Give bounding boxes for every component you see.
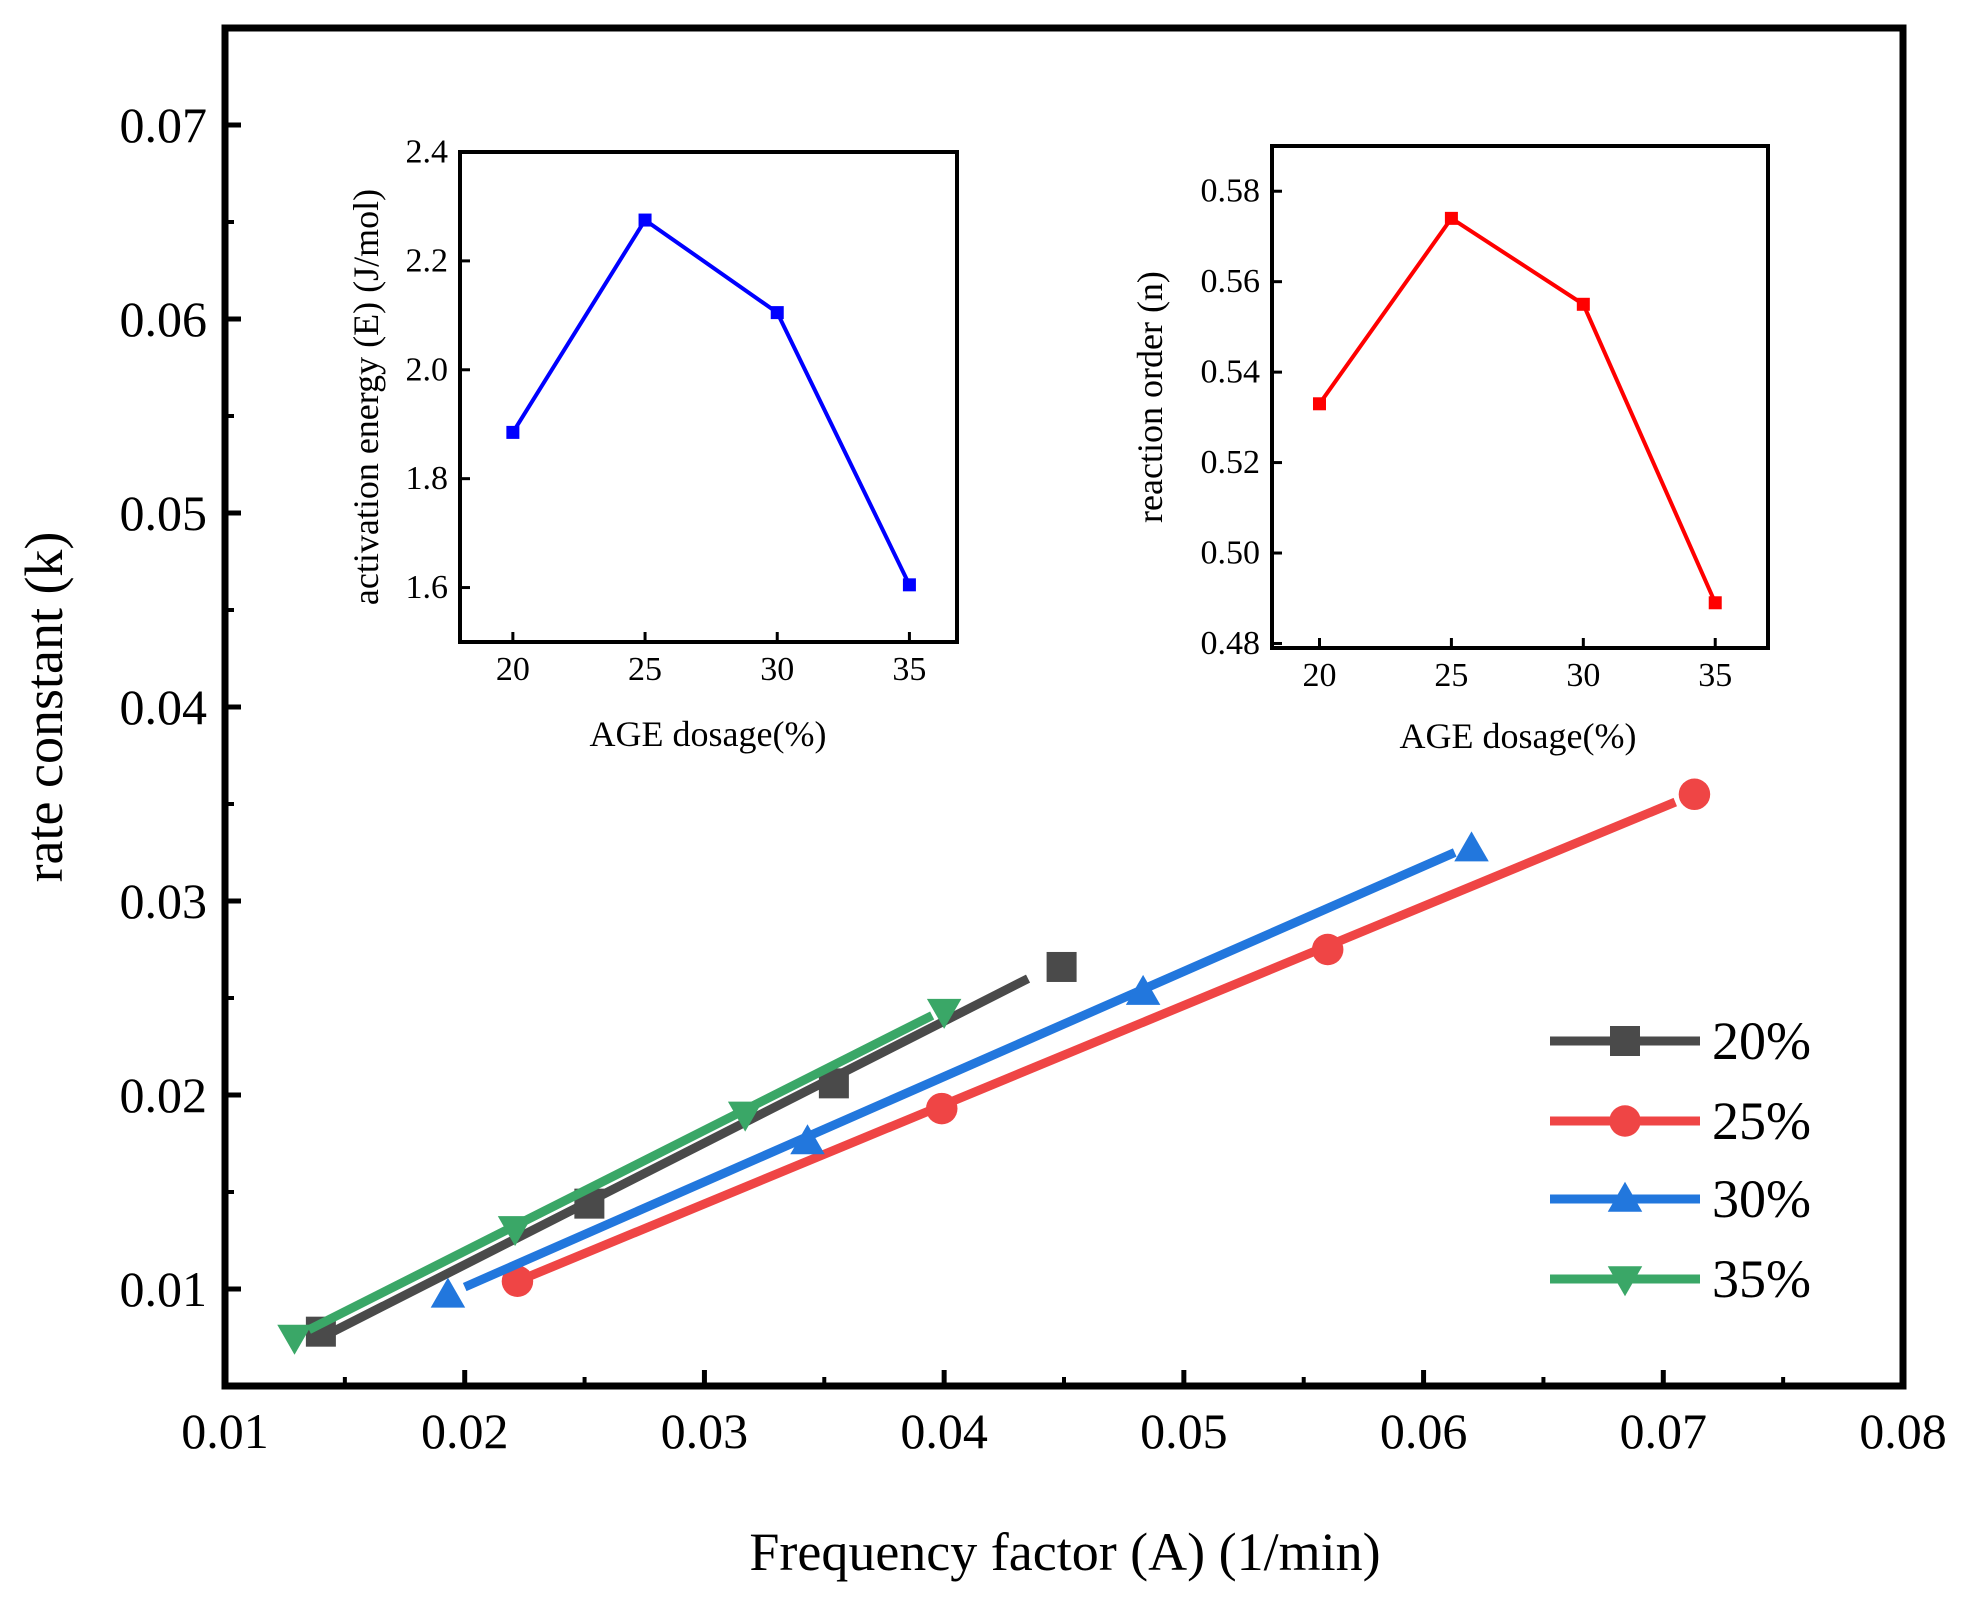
- series-35-point: [727, 1101, 763, 1132]
- series-30-point: [1125, 974, 1161, 1005]
- inset1-y-tick-label: 2.4: [406, 134, 449, 171]
- inset2-y-tick-label: 0.54: [1201, 354, 1261, 391]
- inset2-x-tick-label: 25: [1434, 657, 1468, 694]
- main-y-tick-label: 0.06: [120, 291, 208, 347]
- inset2-y-axis-label: reaction order (n): [1130, 271, 1170, 523]
- main-x-tick-label: 0.03: [661, 1403, 749, 1459]
- legend-marker-35: [1607, 1266, 1643, 1297]
- inset2-line: [1317, 215, 1718, 604]
- legend-label-30: 30%: [1712, 1169, 1811, 1229]
- inset1-y-tick-label: 2.0: [406, 351, 449, 388]
- main-plot-frame: [221, 24, 1907, 1390]
- inset1-y-tick-label: 1.8: [406, 460, 449, 497]
- main-x-axis-label: Frequency factor (A) (1/min): [749, 1522, 1380, 1582]
- series-25-point: [1678, 778, 1711, 811]
- inset1-point: [638, 213, 652, 227]
- main-x-tick-label: 0.04: [900, 1403, 988, 1459]
- legend-marker-30: [1607, 1181, 1643, 1212]
- main-y-tick-label: 0.03: [120, 873, 208, 929]
- inset1-point: [902, 578, 916, 592]
- inset2-y-tick-label: 0.58: [1201, 173, 1261, 210]
- inset1-point: [770, 306, 784, 320]
- inset2-x-tick-label: 20: [1302, 657, 1336, 694]
- inset1-x-tick-label: 30: [760, 651, 794, 688]
- main-y-tick-label: 0.07: [120, 97, 208, 153]
- inset1-y-tick-label: 1.6: [406, 569, 449, 606]
- main-y-tick-label: 0.05: [120, 485, 208, 541]
- main-x-tick-label: 0.05: [1140, 1403, 1228, 1459]
- inset1-y-tick-label: 2.2: [406, 242, 449, 279]
- inset1-x-axis-label: AGE dosage(%): [590, 714, 827, 754]
- inset2-frame: [1270, 144, 1770, 650]
- inset2-point: [1312, 397, 1326, 411]
- series-30-point: [430, 1277, 466, 1308]
- legend-label-20: 20%: [1712, 1011, 1811, 1071]
- inset1-x-tick-label: 20: [496, 651, 530, 688]
- inset-reaction-order: 20 25 30 35 0.48 0.50 0.52 0.54 0.56 0.58 AGE dos…: [1130, 144, 1770, 756]
- inset2-tick-labels: 20 25 30 35 0.48 0.50 0.52 0.54 0.56 0.58: [1201, 173, 1733, 694]
- series-35-point: [277, 1324, 312, 1355]
- legend-label-25: 25%: [1712, 1091, 1811, 1151]
- series-30-point: [790, 1124, 825, 1155]
- inset2-y-tick-label: 0.50: [1201, 535, 1261, 572]
- main-x-tick-label: 0.01: [181, 1403, 269, 1459]
- main-plot-series: [277, 778, 1711, 1355]
- inset1-x-tick-label: 25: [628, 651, 662, 688]
- main-x-tick-label: 0.02: [421, 1403, 509, 1459]
- main-tick-labels: 0.01 0.02 0.03 0.04 0.05 0.06 0.07 0.08 0.01 0.02…: [120, 97, 1947, 1459]
- inset2-point: [1708, 596, 1722, 610]
- legend-label-35: 35%: [1712, 1249, 1811, 1309]
- inset2-y-tick-label: 0.48: [1201, 625, 1261, 662]
- main-x-tick-label: 0.06: [1380, 1403, 1468, 1459]
- main-y-tick-label: 0.02: [120, 1067, 208, 1123]
- main-x-tick-label: 0.08: [1859, 1403, 1947, 1459]
- inset2-x-axis-label: AGE dosage(%): [1400, 716, 1637, 756]
- inset1-x-tick-label: 35: [892, 651, 926, 688]
- series-25-point: [501, 1265, 534, 1297]
- legend-marker-25: [1609, 1105, 1641, 1137]
- series-25-point: [925, 1092, 958, 1125]
- series-25-fit-line: [515, 797, 1677, 1286]
- inset2-x-tick-label: 35: [1698, 657, 1732, 694]
- inset1-series: [506, 213, 916, 592]
- series-20-fit-line: [330, 974, 1031, 1336]
- legend-marker-20: [1610, 1026, 1640, 1056]
- inset2-x-tick-label: 30: [1566, 657, 1600, 694]
- inset1-y-axis-label: activation energy (E) (J/mol): [346, 189, 386, 605]
- series-35-fit-line: [306, 1011, 935, 1334]
- main-y-axis-label: rate constant (k): [14, 532, 74, 883]
- inset2-point: [1576, 297, 1590, 311]
- series-30-point: [1454, 831, 1489, 862]
- main-x-tick-label: 0.07: [1620, 1403, 1708, 1459]
- legend: 20% 25% 30% 35%: [1550, 1011, 1811, 1309]
- inset1-frame: [458, 150, 959, 644]
- inset1-point: [506, 425, 520, 439]
- inset2-y-tick-label: 0.52: [1201, 444, 1261, 481]
- inset2-y-tick-label: 0.56: [1201, 263, 1261, 300]
- inset2-point: [1444, 211, 1458, 225]
- series-35-point: [926, 998, 962, 1029]
- main-y-tick-label: 0.01: [120, 1261, 208, 1317]
- inset-activation-energy: 20 25 30 35 1.6 1.8 2.0 2.2 2.4 AGE dosage(%) ac…: [346, 134, 959, 754]
- inset1-line: [511, 217, 912, 586]
- main-y-tick-label: 0.04: [120, 679, 208, 735]
- inset2-series: [1312, 211, 1722, 610]
- series-30-fit-line: [462, 848, 1457, 1292]
- series-25-point: [1311, 933, 1344, 966]
- series-20-point: [1046, 951, 1077, 982]
- series-35-point: [497, 1216, 533, 1247]
- inset1-tick-labels: 20 25 30 35 1.6 1.8 2.0 2.2 2.4: [406, 134, 927, 689]
